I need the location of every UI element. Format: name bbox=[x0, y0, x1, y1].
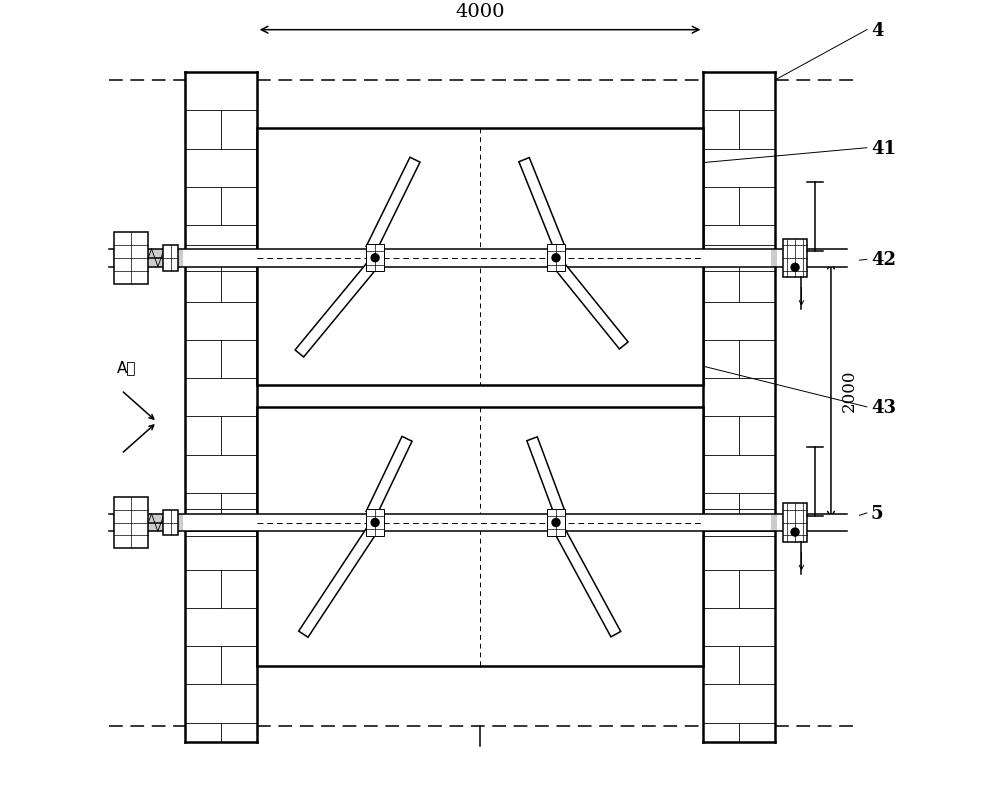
Bar bbox=[366, 245, 384, 272]
Text: 4000: 4000 bbox=[455, 3, 505, 21]
Text: 43: 43 bbox=[871, 398, 896, 416]
Bar bbox=[163, 510, 178, 535]
Text: 2000: 2000 bbox=[841, 370, 858, 412]
Circle shape bbox=[791, 264, 799, 272]
Circle shape bbox=[552, 519, 560, 527]
Bar bbox=[113, 514, 183, 532]
Text: 41: 41 bbox=[871, 139, 896, 157]
Circle shape bbox=[552, 255, 560, 263]
Polygon shape bbox=[366, 437, 412, 517]
Polygon shape bbox=[556, 264, 628, 350]
Bar bbox=[771, 250, 777, 267]
Bar bbox=[783, 504, 807, 542]
Bar bbox=[257, 129, 703, 386]
Polygon shape bbox=[527, 437, 565, 516]
Circle shape bbox=[791, 529, 799, 536]
Bar bbox=[783, 239, 807, 277]
Bar bbox=[547, 509, 565, 536]
Polygon shape bbox=[555, 529, 621, 637]
Polygon shape bbox=[295, 264, 375, 358]
Bar bbox=[547, 245, 565, 272]
Text: 5: 5 bbox=[871, 504, 883, 522]
Bar bbox=[257, 407, 703, 667]
Circle shape bbox=[371, 519, 379, 527]
Bar bbox=[113, 250, 183, 267]
Polygon shape bbox=[299, 529, 376, 637]
Bar bbox=[109, 514, 859, 532]
Text: 42: 42 bbox=[871, 251, 896, 269]
Bar bbox=[366, 509, 384, 536]
Bar bbox=[163, 246, 178, 271]
Bar bbox=[185, 73, 257, 742]
Polygon shape bbox=[519, 158, 565, 251]
Bar bbox=[109, 250, 859, 267]
Polygon shape bbox=[366, 158, 420, 252]
Text: 4: 4 bbox=[871, 22, 883, 40]
Bar bbox=[771, 514, 777, 532]
Bar bbox=[114, 497, 148, 549]
Text: A向: A向 bbox=[117, 359, 137, 374]
Bar bbox=[703, 73, 775, 742]
Circle shape bbox=[371, 255, 379, 263]
Bar bbox=[114, 233, 148, 285]
